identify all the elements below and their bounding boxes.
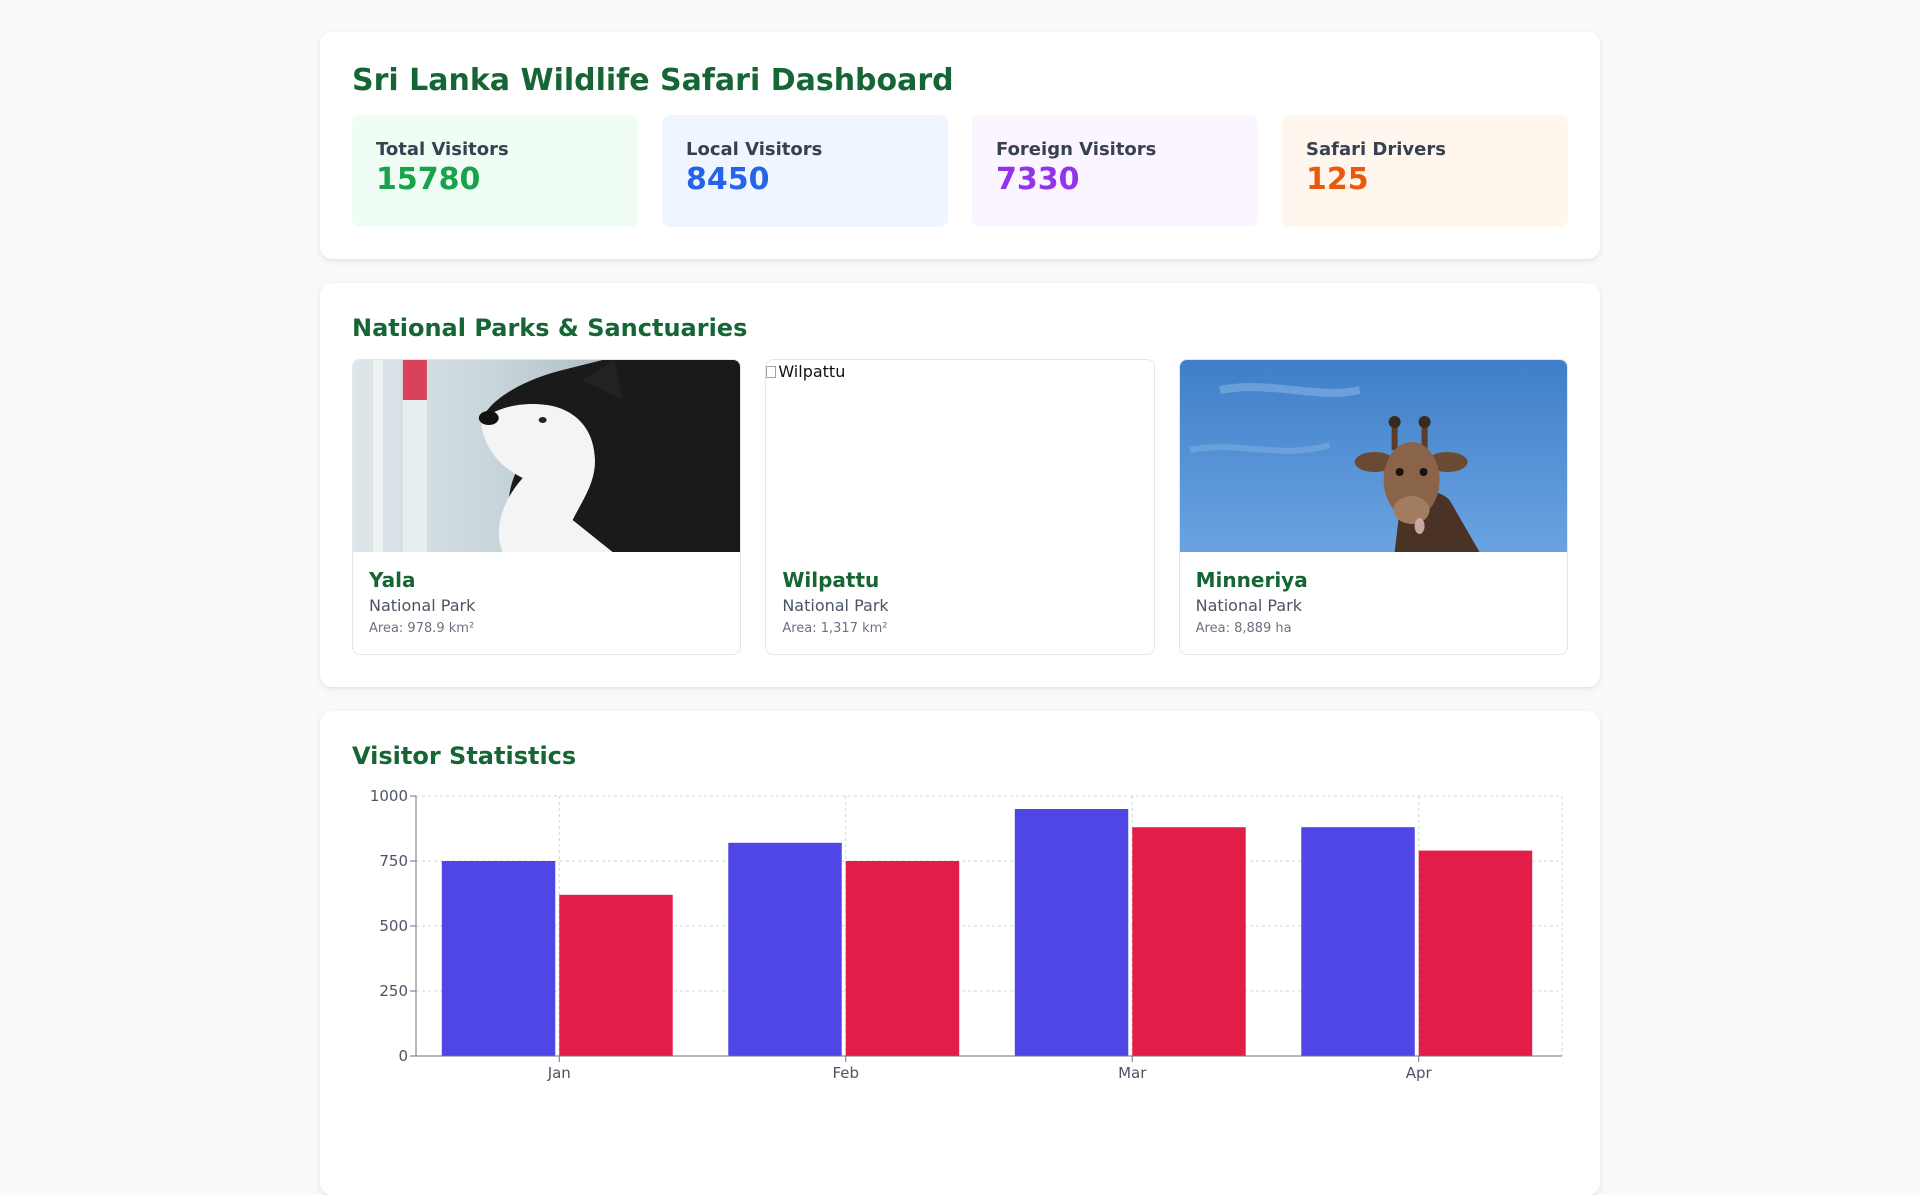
park-info: Wilpattu National Park Area: 1,317 km² [766, 552, 1153, 654]
section-title: Visitor Statistics [352, 742, 577, 771]
park-card-wilpattu[interactable]: Wilpattu Wilpattu National Park Area: 1,… [765, 359, 1155, 656]
y-tick-label: 750 [379, 852, 408, 870]
summary-card: Sri Lanka Wildlife Safari Dashboard Tota… [320, 32, 1600, 259]
stat-value: 7330 [996, 162, 1080, 197]
bar [1014, 808, 1129, 1056]
section-title: National Parks & Sanctuaries [352, 314, 748, 342]
parks-card: National Parks & Sanctuaries [320, 283, 1600, 688]
visitor-bar-chart: 0 250 500 750 1000 Jan Feb Mar Apr [370, 787, 1563, 1082]
y-tick-label: 500 [379, 917, 408, 935]
stat-foreign-visitors: Foreign Visitors 7330 [972, 115, 1258, 227]
park-name: Minneriya [1195, 568, 1308, 593]
stat-value: 8450 [686, 162, 770, 197]
husky-photo [353, 360, 741, 553]
y-tick-label: 1000 [370, 788, 408, 805]
park-area: Area: 978.9 km² [369, 621, 475, 637]
park-card-minneriya[interactable]: Minneriya National Park Area: 8,889 ha [1178, 359, 1568, 656]
stat-safari-drivers: Safari Drivers 125 [1282, 115, 1568, 227]
bar [845, 860, 960, 1056]
image-alt-text: Wilpattu [778, 362, 846, 382]
park-type: National Park [782, 596, 889, 616]
park-type: National Park [1195, 596, 1302, 616]
park-info: Yala National Park Area: 978.9 km² [353, 552, 740, 654]
giraffe-photo [1179, 360, 1567, 553]
park-name: Yala [369, 568, 416, 593]
bar [1418, 850, 1533, 1056]
page-title: Sri Lanka Wildlife Safari Dashboard [352, 63, 954, 98]
x-tick-label: Jan [547, 1064, 571, 1082]
stat-label: Foreign Visitors [996, 139, 1157, 160]
x-tick-label: Mar [1118, 1064, 1147, 1082]
stats-row: Total Visitors 15780 Local Visitors 8450… [352, 115, 1568, 227]
park-photo: Wilpattu [766, 360, 1153, 552]
parks-grid: Yala National Park Area: 978.9 km² Wilpa… [352, 359, 1568, 656]
park-info: Minneriya National Park Area: 8,889 ha [1180, 552, 1567, 654]
park-card-yala[interactable]: Yala National Park Area: 978.9 km² [352, 359, 742, 656]
stat-total-visitors: Total Visitors 15780 [352, 115, 638, 227]
dashboard: Sri Lanka Wildlife Safari Dashboard Tota… [320, 0, 1600, 1195]
park-area: Area: 8,889 ha [1195, 621, 1292, 637]
visitor-stats-card: Visitor Statistics 0 250 500 750 1000 Jan Feb M… [320, 711, 1600, 1195]
bar [559, 894, 673, 1056]
bar [1301, 826, 1415, 1056]
y-tick-label: 0 [398, 1047, 408, 1065]
y-tick-label: 250 [379, 982, 408, 1000]
stat-local-visitors: Local Visitors 8450 [662, 115, 948, 227]
stat-value: 15780 [376, 162, 481, 197]
x-tick-label: Apr [1406, 1064, 1433, 1082]
stat-label: Local Visitors [686, 139, 823, 160]
park-name: Wilpattu [782, 568, 880, 593]
stat-value: 125 [1306, 162, 1369, 197]
bar [1132, 826, 1246, 1056]
bar [441, 860, 556, 1056]
x-tick-label: Feb [832, 1064, 859, 1082]
park-photo [353, 360, 741, 553]
broken-image-icon [766, 365, 777, 378]
stat-label: Safari Drivers [1306, 139, 1446, 160]
park-type: National Park [369, 596, 476, 616]
broken-image: Wilpattu [766, 362, 845, 381]
bar [728, 842, 842, 1056]
park-photo [1179, 360, 1567, 553]
stat-label: Total Visitors [376, 139, 509, 160]
park-area: Area: 1,317 km² [782, 621, 888, 637]
